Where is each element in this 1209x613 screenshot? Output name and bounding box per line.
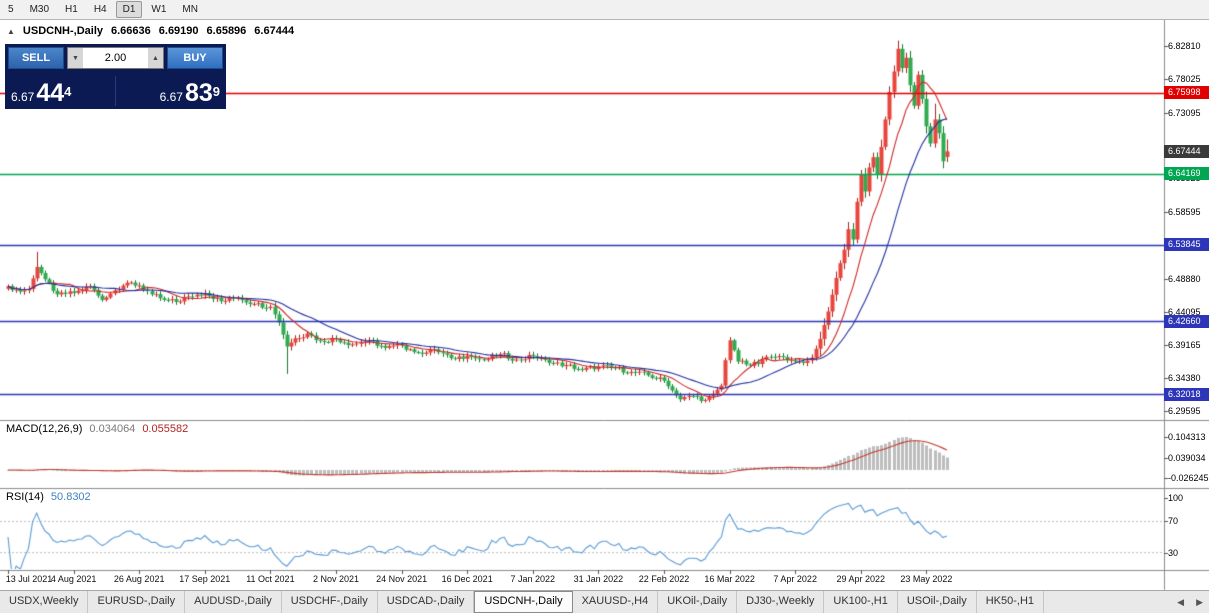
rsi-header: RSI(14) 50.8302 <box>6 491 91 503</box>
support-level-badge: 6.53845 <box>1164 238 1209 252</box>
date-axis-label: 24 Nov 2021 <box>376 574 428 584</box>
timeframe-w1[interactable]: W1 <box>144 1 173 18</box>
price-axis-tick: 6.44095 <box>1168 306 1201 317</box>
chart-tab-usdcnh-daily[interactable]: USDCNH-,Daily <box>474 591 573 613</box>
price-divider <box>115 76 116 106</box>
date-axis-label: 4 Aug 2021 <box>50 574 97 584</box>
chart-tab-usdx-weekly[interactable]: USDX,Weekly <box>0 591 89 613</box>
chart-tab-xauusd-h4[interactable]: XAUUSD-,H4 <box>573 591 659 613</box>
chart-tab-eurusd-daily[interactable]: EURUSD-,Daily <box>88 591 186 613</box>
macd-axis-tick: -0.026245 <box>1168 473 1209 484</box>
date-axis-label: 2 Nov 2021 <box>312 574 360 584</box>
sell-price-big: 44 <box>36 79 65 107</box>
macd-label: MACD(12,26,9) <box>6 423 83 435</box>
rsi-axis-tick: 100 <box>1168 493 1184 503</box>
volume-control: ▼ ▲ <box>67 47 164 69</box>
macd-header: MACD(12,26,9) 0.034064 0.055582 <box>6 423 188 435</box>
sell-button[interactable]: SELL <box>8 47 64 69</box>
buy-price-sup: 9 <box>212 84 220 99</box>
volume-increase-button[interactable]: ▲ <box>148 48 163 68</box>
timeframe-h4[interactable]: H4 <box>87 1 114 18</box>
macd-axis-tick: 0.104313 <box>1168 431 1206 442</box>
volume-decrease-button[interactable]: ▼ <box>68 48 83 68</box>
macd-main-value: 0.034064 <box>89 423 136 435</box>
volume-input[interactable] <box>83 48 148 68</box>
price-axis-tick: 6.34380 <box>1168 373 1201 384</box>
chart-header: ▲ USDCNH-,Daily 6.66636 6.69190 6.65896 … <box>7 25 294 37</box>
support-level-badge: 6.42660 <box>1164 314 1209 328</box>
current-price-badge: 6.67444 <box>1164 144 1209 158</box>
date-axis-label: 7 Apr 2022 <box>773 574 817 584</box>
rsi-value: 50.8302 <box>50 491 91 503</box>
ohlc-high: 6.69190 <box>158 25 199 37</box>
price-axis-tick: 6.29595 <box>1168 406 1201 416</box>
timeframe-5[interactable]: 5 <box>1 1 21 18</box>
chart-tabs-bar: USDX,Weekly EURUSD-,Daily AUDUSD-,Daily USD… <box>0 590 1209 613</box>
timeframe-mn[interactable]: MN <box>175 1 205 18</box>
timeframe-h1[interactable]: H1 <box>58 1 85 18</box>
rsi-axis-tick: 30 <box>1168 547 1179 558</box>
chart-tab-usoil-daily[interactable]: USOil-,Daily <box>898 591 977 613</box>
chart-tab-usdchf-daily[interactable]: USDCHF-,Daily <box>282 591 378 613</box>
buy-button[interactable]: BUY <box>167 47 223 69</box>
date-axis-label: 11 Oct 2021 <box>246 574 295 584</box>
chart-tab-hk50-h1[interactable]: HK50-,H1 <box>977 591 1045 613</box>
date-axis-label: 13 Jul 2021 <box>5 574 53 584</box>
ohlc-close: 6.67444 <box>254 25 295 37</box>
price-axis-tick: 6.39165 <box>1168 340 1201 351</box>
rsi-axis-tick: 70 <box>1168 516 1179 527</box>
resistance-level-badge: 6.75998 <box>1164 86 1209 100</box>
macd-signal-value: 0.055582 <box>142 423 189 435</box>
price-axis-tick: 6.78025 <box>1168 73 1201 84</box>
date-axis-label: 7 Jan 2022 <box>510 574 556 584</box>
ohlc-open: 6.66636 <box>111 25 151 37</box>
sell-price-small: 6.67 <box>11 90 35 104</box>
tabs-scroll-left-button[interactable]: ◀ <box>1177 596 1185 607</box>
date-axis-label: 31 Jan 2022 <box>573 574 624 584</box>
chart-tab-usdcad-daily[interactable]: USDCAD-,Daily <box>378 591 475 613</box>
buy-price-small: 6.67 <box>159 90 183 104</box>
date-axis-label: 23 May 2022 <box>900 574 953 584</box>
tabs-scroll-right-button[interactable]: ▶ <box>1196 596 1203 607</box>
date-axis-label: 16 Mar 2022 <box>704 574 755 584</box>
one-click-collapse-icon[interactable]: ▲ <box>7 27 15 36</box>
chart-tab-audusd-daily[interactable]: AUDUSD-,Daily <box>185 591 282 613</box>
tabs-scroll-arrows: ◀ ▶ <box>1171 591 1209 613</box>
price-axis-tick: 6.73095 <box>1168 107 1201 118</box>
ohlc-low: 6.65896 <box>206 25 247 37</box>
price-axis-tick: 6.58595 <box>1168 207 1201 218</box>
timeframe-m30[interactable]: M30 <box>23 1 56 18</box>
price-axis-tick: 6.48880 <box>1168 273 1201 284</box>
sell-price-sup: 4 <box>64 84 72 99</box>
rsi-label: RSI(14) <box>6 491 44 503</box>
date-axis-label: 16 Dec 2021 <box>441 574 493 584</box>
chart-tab-uk100-h1[interactable]: UK100-,H1 <box>824 591 898 613</box>
green-level-badge: 6.64169 <box>1164 167 1209 181</box>
date-axis-label: 29 Apr 2022 <box>836 574 886 584</box>
date-axis-label: 22 Feb 2022 <box>638 574 690 584</box>
support-level-badge: 6.32018 <box>1164 387 1209 401</box>
timeframe-toolbar: 5 M30 H1 H4 D1 W1 MN <box>0 0 1209 20</box>
symbol-label: USDCNH-,Daily <box>22 25 103 37</box>
macd-axis-tick: 0.039034 <box>1168 452 1206 463</box>
chart-tab-ukoil-daily[interactable]: UKOil-,Daily <box>658 591 738 613</box>
buy-price-display[interactable]: 6.67 83 9 <box>120 81 220 106</box>
sell-price-display[interactable]: 6.67 44 4 <box>11 81 111 106</box>
price-axis-tick: 6.82810 <box>1168 41 1201 51</box>
date-axis-label: 17 Sep 2021 <box>179 574 231 584</box>
buy-price-big: 83 <box>184 79 213 107</box>
date-axis-label: 26 Aug 2021 <box>113 574 165 584</box>
chart-tab-dj30-weekly[interactable]: DJ30-,Weekly <box>737 591 825 613</box>
timeframe-d1[interactable]: D1 <box>115 1 143 18</box>
